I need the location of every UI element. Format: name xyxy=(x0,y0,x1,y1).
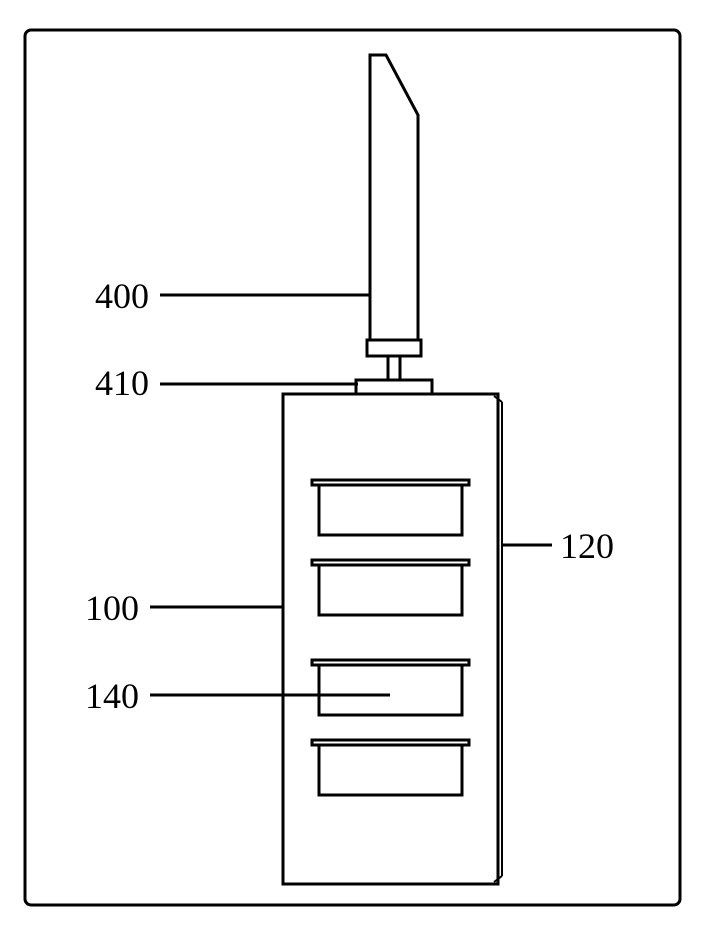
diagram-svg xyxy=(0,0,707,933)
callout-label-120: 120 xyxy=(560,528,614,564)
callout-label-400: 400 xyxy=(95,278,149,314)
callout-label-410: 410 xyxy=(95,365,149,401)
diagram-stage: 400 410 100 140 120 xyxy=(0,0,707,933)
callout-label-100: 100 xyxy=(85,590,139,626)
callout-label-140: 140 xyxy=(85,678,139,714)
